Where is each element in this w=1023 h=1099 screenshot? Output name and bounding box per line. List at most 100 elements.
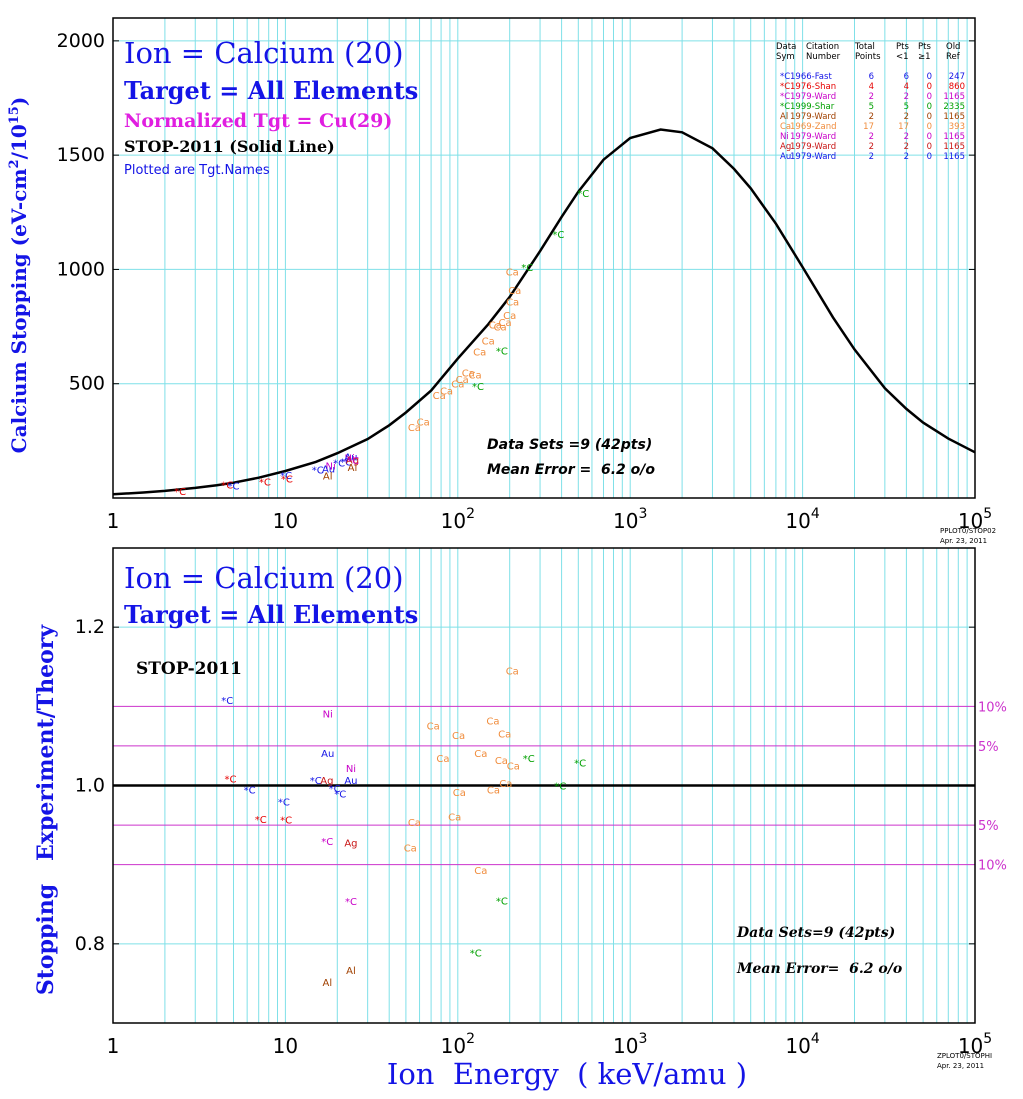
legend-row-cell: 1979-Ward [790, 112, 836, 122]
data-point: Ca [404, 843, 417, 854]
legend-row-cell: 1966-Fast [790, 72, 832, 82]
data-point: Ca [506, 667, 519, 678]
data-point: Ag [320, 776, 333, 787]
legend-row-cell: 1165 [943, 112, 965, 122]
y-tick-label: 1.0 [75, 775, 105, 797]
legend-row-cell: 6 [904, 72, 909, 82]
bottom-stamp-code: ZPLOT0/STOPHI [937, 1052, 992, 1060]
data-point: Ca [436, 754, 449, 765]
x-tick-label: 10 [273, 509, 298, 533]
legend-header-cell: Citation [806, 42, 839, 52]
legend-header-cell: Pts [918, 42, 931, 52]
x-tick-label: 102 [441, 1031, 475, 1058]
data-point: *C [221, 696, 233, 707]
bottom-title-ion: Ion = Calcium (20) [124, 561, 404, 595]
top-title-normalized: Normalized Tgt = Cu(29) [124, 110, 392, 132]
data-point: *C [333, 459, 345, 470]
top-y-axis-label: Calcium Stopping (eV-cm2/1015) [7, 97, 31, 454]
data-point: Ca [494, 323, 507, 334]
legend-row-cell: 0 [927, 102, 932, 112]
data-point: *C [281, 474, 293, 485]
y-tick-label: 1500 [57, 144, 105, 166]
legend-row-cell: 1979-Ward [790, 152, 836, 162]
legend-row-cell: 0 [927, 132, 932, 142]
legend-row-cell: 0 [927, 92, 932, 102]
legend-row-cell: 2 [869, 92, 874, 102]
data-point: Ca [495, 756, 508, 767]
legend-row-cell: 6 [869, 72, 874, 82]
data-point: *C [280, 471, 292, 482]
data-point: Al [346, 966, 356, 977]
data-point: *C [496, 347, 508, 358]
legend-row-cell: 4 [869, 82, 874, 92]
legend-row-cell: 0 [927, 112, 932, 122]
data-point: *C [228, 481, 240, 492]
data-point: Ca [473, 348, 486, 359]
legend-row-cell: 1165 [943, 152, 965, 162]
data-point: Ca [482, 336, 495, 347]
legend-row-cell: 0 [927, 82, 932, 92]
data-point: Ca [408, 423, 421, 434]
top-x-tick-labels: 1 10 102 103 104 105 [107, 506, 993, 533]
data-point: Ca [508, 286, 521, 297]
data-point: *C [340, 457, 352, 468]
legend-row-cell: 2 [904, 132, 909, 142]
data-point: *C [259, 477, 271, 488]
data-point: Ca [451, 380, 464, 391]
data-point: Ni [323, 709, 333, 720]
reference-line-label: 10% [978, 859, 1007, 874]
data-point: Ca [506, 297, 519, 308]
data-point: Ca [456, 375, 469, 386]
data-point: Ca [489, 320, 502, 331]
legend-header-cell: Number [806, 52, 841, 62]
data-point: Al [348, 463, 358, 474]
legend-row-cell: 1969-Zand [790, 122, 837, 132]
top-title-plotted: Plotted are Tgt.Names [124, 163, 270, 178]
legend-row-cell: 1979-Ward [790, 92, 836, 102]
data-point: *C [472, 382, 484, 393]
bottom-y-tick-labels: 0.8 1.0 1.2 [75, 616, 105, 955]
data-point: *C [224, 774, 236, 785]
x-tick-label: 104 [785, 1031, 819, 1058]
data-point: *C [174, 487, 186, 498]
legend-table: Data Citation Total Pts Pts Old Sym Number Point… [776, 42, 965, 162]
reference-lines: 10% 5% 5% 10% [113, 700, 1007, 874]
top-stamp-code: PPLOT0/STOP02 [940, 527, 996, 535]
top-title-ion: Ion = Calcium (20) [124, 36, 404, 70]
legend-header-cell: ≥1 [918, 52, 931, 62]
data-point: Ca [506, 268, 519, 279]
data-point: Ca [503, 311, 516, 322]
data-point: *C [221, 481, 233, 492]
x-tick-label: 102 [441, 506, 475, 533]
legend-row-cell: 1976-Shan [790, 82, 836, 92]
bottom-x-tick-labels: 1 10 102 103 104 105 [107, 1031, 993, 1058]
data-point: Ca [448, 812, 461, 823]
data-point: Ca [507, 762, 520, 773]
legend-row-cell: 2 [904, 112, 909, 122]
top-gridlines [113, 18, 975, 498]
legend-row-cell: 2 [904, 142, 909, 152]
x-tick-label: 103 [613, 506, 647, 533]
y-tick-label: 1.2 [75, 616, 105, 638]
data-point: Ca [498, 729, 511, 740]
data-point: Ca [427, 721, 440, 732]
legend-header-cell: Data [776, 42, 796, 52]
data-point: Al [323, 472, 333, 483]
data-point: Ca [499, 318, 512, 329]
bottom-stats-error: Mean Error= 6.2 o/o [736, 961, 902, 977]
data-point: *C [345, 897, 357, 908]
legend-row-cell: Ca [780, 122, 791, 132]
data-point: Ca [486, 717, 499, 728]
data-point: Ca [474, 866, 487, 877]
ratio-panel: 10%5%5%10% *C*C*C*C*C *CNiAu*CAg*C*CNiAu*… [33, 547, 1007, 1091]
bottom-title-target: Target = All Elements [124, 600, 418, 629]
x-tick-label: 1 [107, 509, 120, 533]
y-tick-label: 0.8 [75, 933, 105, 955]
data-point: Ni [345, 454, 355, 465]
x-axis-label: Ion Energy ( keV/amu ) [387, 1057, 747, 1091]
top-plot-frame [112, 17, 976, 499]
data-point: *C [321, 837, 333, 848]
bottom-stamp-date: Apr. 23, 2011 [937, 1062, 984, 1070]
stopping-curve [112, 128, 976, 496]
